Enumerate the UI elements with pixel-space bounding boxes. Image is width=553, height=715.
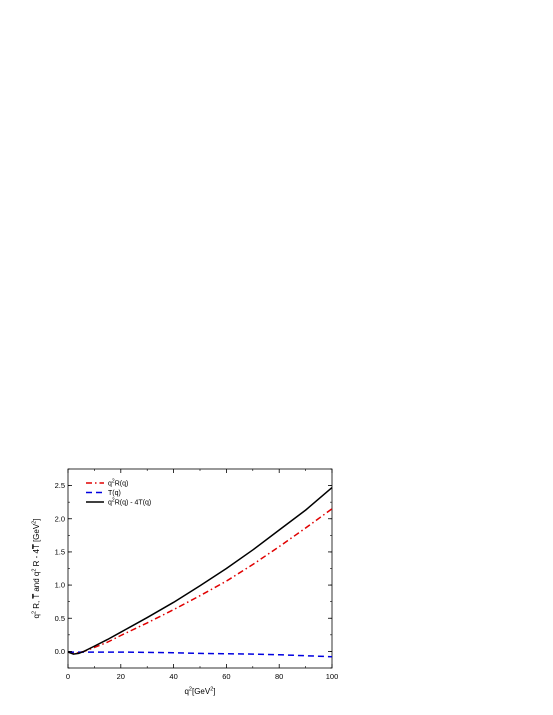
series-t-line xyxy=(68,651,333,658)
x-tick-label: 80 xyxy=(275,672,283,681)
y-axis-label: q2 R, T and q2 R - 4T [GeV2] xyxy=(32,519,42,619)
legend-label: T(q) xyxy=(108,490,121,497)
y-tick-label: 1.5 xyxy=(55,547,65,556)
x-tick-label: 100 xyxy=(326,672,339,681)
legend: q2R(q) T(q)q2R(q) - 4T(q) xyxy=(86,479,151,507)
series-q2r-line xyxy=(67,508,333,655)
axis-ticks: 0 20 40 60 80 100 0.0 0.5 1.0 1.5 2.0 2.5 xyxy=(55,468,339,681)
y-tick-label: 2.0 xyxy=(55,514,65,523)
y-tick-label: 2.5 xyxy=(55,481,65,490)
y-tick-label: 1.0 xyxy=(55,581,65,590)
axis-labels: q2[GeV2] q2 R, T and q2 R - 4T [GeV2] xyxy=(32,519,216,696)
x-axis-label: q2[GeV2] xyxy=(184,687,215,697)
legend-label: q2R(q) - 4T(q) xyxy=(108,498,151,507)
x-tick-label: 0 xyxy=(66,672,70,681)
y-tick-label: 0.5 xyxy=(55,614,65,623)
series-q2r-minus-4t-line xyxy=(67,487,333,655)
x-tick-label: 20 xyxy=(117,672,125,681)
series-lines xyxy=(67,487,333,658)
y-tick-label: 0.0 xyxy=(55,647,65,656)
x-tick-label: 40 xyxy=(169,672,177,681)
legend-label: q2R(q) xyxy=(108,479,128,488)
x-tick-label: 60 xyxy=(222,672,230,681)
